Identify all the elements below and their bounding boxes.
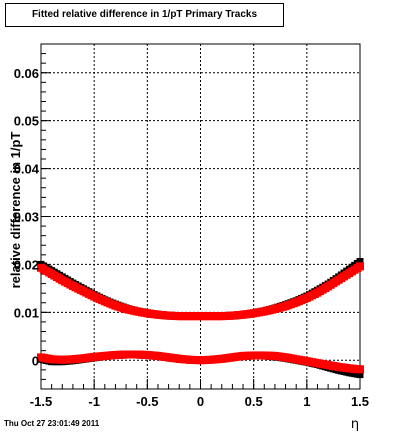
chart-title: Fitted relative difference in 1/pT Prima… bbox=[5, 3, 284, 27]
data-point bbox=[356, 262, 364, 271]
x-tick-label: 0 bbox=[197, 394, 204, 409]
x-tick-label: -1.5 bbox=[30, 394, 52, 409]
x-axis-label: η bbox=[351, 417, 359, 432]
series bbox=[37, 350, 364, 374]
y-tick-label: 0.06 bbox=[14, 66, 39, 81]
y-tick-label: 0 bbox=[32, 353, 39, 368]
y-tick-label: 0.03 bbox=[14, 210, 39, 225]
x-tick-label: -1 bbox=[88, 394, 100, 409]
y-axis-label: relative difference in 1/pT bbox=[8, 132, 23, 289]
y-tick-label: 0.02 bbox=[14, 257, 39, 272]
data-point bbox=[356, 371, 364, 379]
x-tick-label: 0.5 bbox=[245, 394, 263, 409]
y-tick-label: 0.05 bbox=[14, 114, 39, 129]
axis-ticks bbox=[40, 43, 361, 390]
x-tick-label: 1.5 bbox=[351, 394, 369, 409]
x-tick-label: 1 bbox=[303, 394, 310, 409]
y-tick-label: 0.01 bbox=[14, 305, 39, 320]
data-point bbox=[356, 258, 364, 266]
data-series bbox=[37, 258, 364, 379]
y-tick-label: 0.04 bbox=[14, 162, 40, 177]
series bbox=[37, 262, 364, 321]
data-point bbox=[356, 365, 364, 374]
grid bbox=[41, 44, 360, 389]
tick-labels: -1.5 -1 -0.5 0 0.5 1 1.5 0 0.01 0.02 0.03 0.04 0.05 0… bbox=[14, 66, 369, 409]
timestamp: Thu Oct 27 23:01:49 2011 bbox=[4, 419, 100, 428]
x-tick-label: -0.5 bbox=[136, 394, 158, 409]
